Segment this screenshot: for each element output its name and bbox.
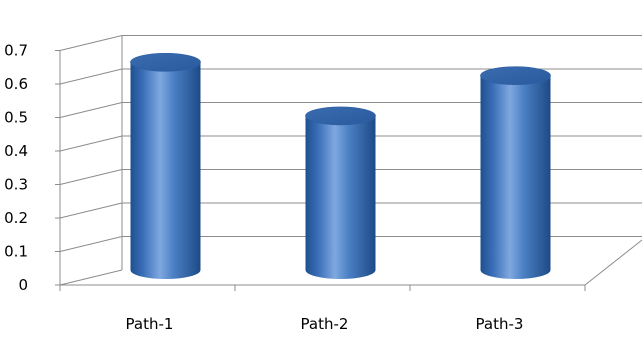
floor-right-edge — [584, 239, 642, 286]
y-tick-label: 0.6 — [4, 75, 28, 93]
bar-layer — [130, 52, 551, 280]
y-tick-label: 0.3 — [4, 176, 28, 194]
side-wall-gridline-6 — [59, 68, 123, 85]
bar-body — [305, 115, 376, 280]
side-wall-gridline-7 — [59, 35, 123, 51]
bar-body — [480, 75, 551, 279]
bar-path-2 — [305, 106, 376, 280]
y-tick-label: 0.7 — [4, 42, 28, 60]
x-category-label: Path-2 — [301, 315, 349, 333]
y-tick-label: 0.4 — [4, 142, 28, 160]
side-wall-gridline-1 — [59, 236, 123, 252]
y-tick-label: 0 — [18, 276, 28, 294]
bar-top-cap — [305, 106, 376, 126]
x-category-label: Path-1 — [126, 315, 174, 333]
y-tick-label: 0.5 — [4, 109, 28, 127]
side-wall-gridline-2 — [59, 202, 123, 219]
x-category-label: Path-3 — [476, 315, 524, 333]
y-tick-label: 0.1 — [4, 243, 28, 261]
axis-layer — [55, 35, 642, 291]
bar-path-1 — [130, 52, 201, 279]
bar-path-3 — [480, 66, 551, 279]
side-wall-gridline-4 — [59, 135, 123, 152]
y-tick-label: 0.2 — [4, 209, 28, 227]
side-wall-gridline-0 — [59, 269, 123, 286]
bar-top-cap — [130, 52, 201, 72]
bar-top-cap — [480, 66, 551, 85]
grid-layer — [59, 35, 642, 286]
bar-body — [130, 62, 201, 279]
label-layer: 0 0.1 0.2 0.3 0.4 0.5 0.6 0.7 Path-1 Path-2 Path-3 — [4, 42, 523, 334]
side-wall-gridline-3 — [59, 169, 123, 185]
side-wall-gridline-5 — [59, 102, 123, 118]
